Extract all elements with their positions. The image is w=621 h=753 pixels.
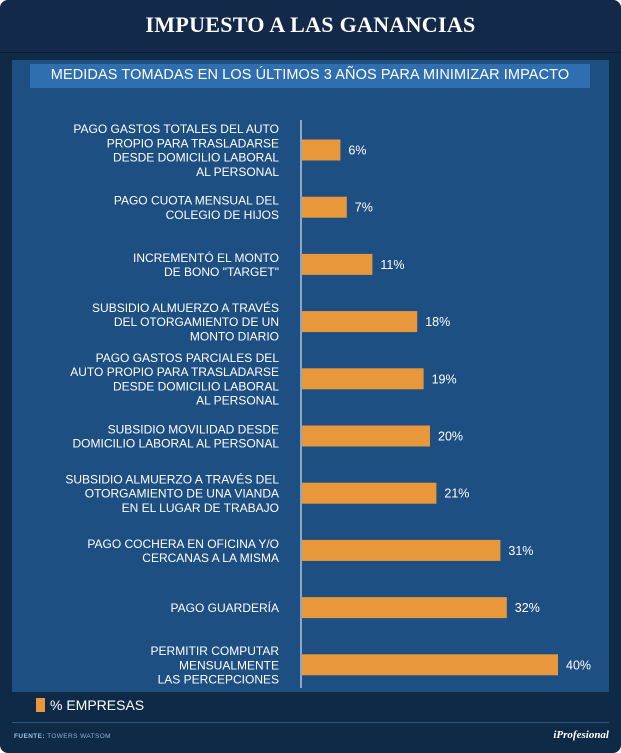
chart-subtitle: MEDIDAS TOMADAS EN LOS ÚLTIMOS 3 AÑOS PA… <box>50 67 570 83</box>
bar <box>302 253 373 275</box>
data-label: 7% <box>355 201 373 215</box>
bar <box>302 425 430 447</box>
category-label-line: SUBSIDIO ALMUERZO A TRAVÉS DEL <box>65 472 279 487</box>
category-label-line: PAGO GASTOS TOTALES DEL AUTO <box>73 122 279 136</box>
data-label: 21% <box>444 487 469 501</box>
data-label: 6% <box>348 144 366 158</box>
category-label: PERMITIR COMPUTAR MENSUALMENTE LAS PERCEPC… <box>151 644 280 686</box>
category-label-line: PAGO CUOTA MENSUAL DEL <box>114 194 279 208</box>
category-label-line: MONTO DIARIO <box>190 329 279 343</box>
category-label-line: CERCANAS A LA MISMA <box>142 551 279 565</box>
category-label-line: PAGO GUARDERÍA <box>171 600 279 615</box>
legend-label: % EMPRESAS <box>50 697 145 713</box>
source-value: TOWERS WATSOM <box>47 733 112 740</box>
category-label: PAGO CUOTA MENSUAL DEL COLEGIO DE HIJOS <box>114 194 279 222</box>
category-label-line: PAGO COCHERA EN OFICINA Y/O <box>87 537 279 551</box>
category-label: PAGO GUARDERÍA <box>171 600 279 615</box>
category-label-line: AUTO PROPIO PARA TRASLADARSE <box>70 365 279 379</box>
data-label: 40% <box>566 658 591 672</box>
bar <box>302 482 437 504</box>
category-label-line: COLEGIO DE HIJOS <box>166 208 279 222</box>
data-label: 32% <box>515 601 540 615</box>
source-label: FUENTE: <box>14 733 45 740</box>
category-label-line: PAGO GASTOS PARCIALES DEL <box>96 351 280 365</box>
legend-swatch <box>36 698 45 712</box>
data-label: 19% <box>432 372 457 386</box>
data-label: 11% <box>380 258 404 272</box>
bar <box>302 311 418 333</box>
title-bar <box>0 0 621 53</box>
bar <box>302 539 501 561</box>
legend: % EMPRESAS <box>36 696 144 714</box>
category-label-line: PERMITIR COMPUTAR <box>151 644 280 658</box>
category-label: SUBSIDIO MOVILIDAD DESDE DOMICILIO LABORA… <box>72 422 279 450</box>
category-label-line: MENSUALMENTE <box>179 658 279 672</box>
category-label-line: DEL OTORGAMIENTO DE UN <box>114 315 279 329</box>
category-label-line: LAS PERCEPCIONES <box>158 673 279 687</box>
data-label: 18% <box>425 315 450 329</box>
bar <box>302 597 507 619</box>
bar <box>302 196 347 218</box>
page-title: IMPUESTO A LAS GANANCIAS <box>145 12 476 37</box>
data-label: 20% <box>438 430 463 444</box>
category-label: INCREMENTÓ EL MONTO DE BONO "TARGET" <box>133 250 279 279</box>
source-note: FUENTE: TOWERS WATSOM <box>14 733 111 740</box>
category-label-line: SUBSIDIO ALMUERZO A TRAVÉS <box>92 300 279 315</box>
category-label-line: AL PERSONAL <box>196 394 279 408</box>
category-label-line: AL PERSONAL <box>196 165 279 179</box>
brand-logo: iProfesional <box>553 729 609 741</box>
category-label-line: DESDE DOMICILIO LABORAL <box>113 151 279 165</box>
category-label-line: DE BONO "TARGET" <box>164 265 279 279</box>
bar <box>302 139 341 161</box>
category-label-line: SUBSIDIO MOVILIDAD DESDE <box>108 422 279 436</box>
category-label-line: INCREMENTÓ EL MONTO <box>133 250 279 265</box>
category-label: SUBSIDIO ALMUERZO A TRAVÉS DEL OTORGAMIEN… <box>65 472 279 515</box>
category-label-line: PROPIO PARA TRASLADARSE <box>107 136 279 150</box>
subtitle-bar <box>30 64 590 88</box>
category-label: PAGO GASTOS TOTALES DEL AUTO PROPIO PARA … <box>73 122 279 179</box>
category-label: PAGO GASTOS PARCIALES DEL AUTO PROPIO PAR… <box>70 351 279 408</box>
category-label: PAGO COCHERA EN OFICINA Y/O CERCANAS A LA… <box>87 537 279 565</box>
bar <box>302 654 558 676</box>
category-label-line: OTORGAMIENTO DE UNA VIANDA <box>85 487 279 501</box>
footer-divider <box>12 722 609 723</box>
category-label-line: EN EL LUGAR DE TRABAJO <box>122 501 279 515</box>
bar <box>302 368 424 390</box>
category-label-line: DOMICILIO LABORAL AL PERSONAL <box>72 437 279 451</box>
category-label: SUBSIDIO ALMUERZO A TRAVÉS DEL OTORGAMIEN… <box>92 300 279 343</box>
category-label-line: DESDE DOMICILIO LABORAL <box>113 379 279 393</box>
data-label: 31% <box>508 544 533 558</box>
